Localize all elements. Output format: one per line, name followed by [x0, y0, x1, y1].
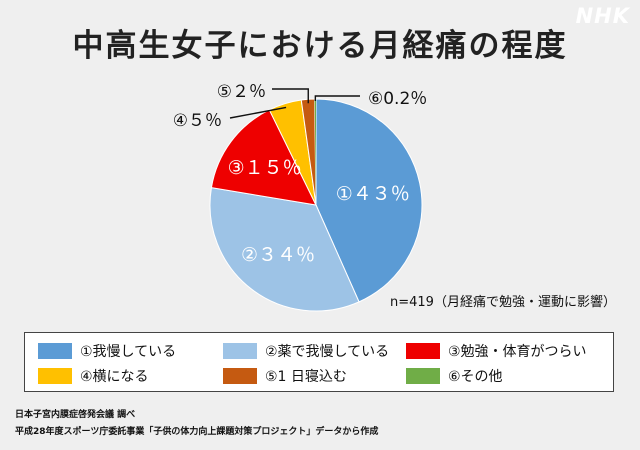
legend: ①我慢している ②薬で我慢している ③勉強・体育がつらい ④横になる ⑤1 日寝… [24, 332, 614, 392]
legend-label-1: ①我慢している [80, 344, 177, 360]
pie-slice-1 [315, 98, 423, 303]
source-line-2: 平成28年度スポーツ庁委託事業「子供の体力向上課題対策プロジェクト」データから作… [15, 427, 379, 437]
legend-item-1: ①我慢している [38, 341, 176, 361]
pie-chart: ①４３％ ②３４％ ③１５％ ④５％ ⑤２％ ⑥0.2％ [173, 82, 428, 312]
legend-label-3: ③勉強・体育がつらい [448, 344, 587, 360]
pie-slice-2 [209, 187, 360, 312]
nhk-logo: NHK [575, 4, 630, 28]
slice-labels: ①４３％ ②３４％ ③１５％ ④５％ ⑤２％ ⑥0.2％ [173, 82, 428, 266]
legend-item-4: ④横になる [38, 366, 149, 386]
leader-line-6 [314, 95, 360, 102]
legend-swatch-3 [406, 343, 440, 359]
slice-label-1: ①４３％ [336, 183, 410, 205]
legend-swatch-1 [38, 343, 72, 359]
leader-lines [229, 88, 360, 119]
legend-item-5: ⑤1 日寝込む [223, 366, 347, 386]
legend-label-6: ⑥その他 [448, 369, 503, 385]
pie-slices [209, 98, 423, 312]
pie-slice-6 [314, 99, 316, 205]
legend-label-2: ②薬で我慢している [265, 344, 390, 360]
slice-label-2: ②３４％ [241, 244, 315, 266]
sample-note: n=419（月経痛で勉強・運動に影響） [390, 295, 616, 310]
legend-item-2: ②薬で我慢している [223, 341, 389, 361]
legend-swatch-2 [223, 343, 257, 359]
legend-item-3: ③勉強・体育がつらい [406, 341, 587, 361]
leader-line-4 [229, 106, 287, 119]
legend-label-4: ④横になる [80, 369, 149, 385]
pie-slice-3 [210, 109, 317, 206]
source-line-1: 日本子宮内膜症啓発会議 調べ [15, 410, 136, 420]
legend-swatch-6 [406, 368, 440, 384]
slice-label-4: ④５％ [173, 111, 222, 131]
chart-title: 中高生女子における月経痛の程度 [72, 28, 568, 64]
leader-line-5 [272, 88, 309, 104]
slice-label-5: ⑤２％ [217, 82, 266, 102]
legend-swatch-4 [38, 368, 72, 384]
legend-item-6: ⑥その他 [406, 366, 503, 386]
slice-label-3: ③１５％ [228, 157, 302, 179]
legend-swatch-5 [223, 368, 257, 384]
legend-label-5: ⑤1 日寝込む [265, 369, 347, 385]
slice-label-6: ⑥0.2％ [368, 89, 427, 109]
